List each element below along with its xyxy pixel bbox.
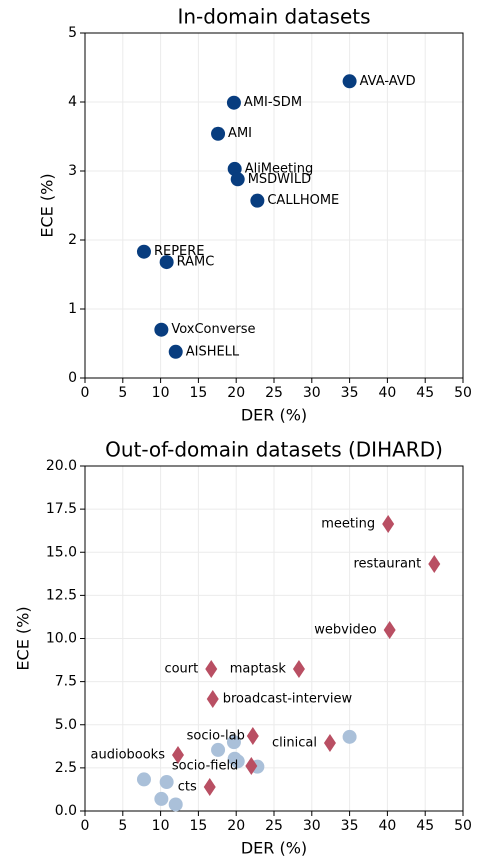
point	[230, 754, 245, 769]
point	[168, 797, 183, 812]
y-tick-label: 5	[68, 25, 77, 41]
point-label: AVA-AVD	[360, 74, 416, 89]
x-axis-label: DER (%)	[241, 406, 307, 425]
point-label: RAMC	[177, 255, 215, 270]
point-label: CALLHOME	[267, 193, 339, 208]
point-label: restaurant	[353, 556, 421, 571]
diamond-point	[206, 690, 219, 709]
y-tick-label: 2	[68, 232, 77, 248]
diamond-point	[205, 660, 218, 679]
x-tick-label: 40	[378, 818, 396, 834]
x-tick-label: 10	[152, 818, 170, 834]
diamond-point	[323, 734, 336, 753]
diamond-point	[246, 726, 259, 745]
x-tick-label: 40	[378, 385, 396, 401]
point	[226, 735, 241, 750]
x-tick-label: 45	[416, 818, 434, 834]
y-tick-label: 2.5	[55, 760, 77, 776]
y-tick-label: 7.5	[55, 674, 77, 690]
x-tick-label: 0	[81, 818, 90, 834]
chart-title: In-domain datasets	[177, 5, 370, 29]
point-label: clinical	[272, 736, 317, 751]
diamond-point	[292, 660, 305, 679]
x-tick-label: 10	[152, 385, 170, 401]
point	[159, 775, 174, 790]
diamond-point	[382, 514, 395, 533]
y-tick-label: 20.0	[46, 458, 77, 474]
x-tick-label: 50	[454, 385, 472, 401]
y-axis-label: ECE (%)	[14, 606, 33, 670]
y-tick-label: 3	[68, 163, 77, 179]
diamond-point	[171, 745, 184, 764]
y-tick-label: 10.0	[46, 631, 77, 647]
x-tick-label: 35	[341, 818, 359, 834]
diamond-point	[428, 554, 441, 573]
y-tick-label: 5.0	[55, 717, 77, 733]
point	[342, 74, 357, 89]
x-tick-label: 15	[189, 818, 207, 834]
y-tick-label: 0	[68, 370, 77, 386]
point-label: VoxConverse	[171, 322, 255, 337]
x-tick-label: 5	[118, 818, 127, 834]
point	[136, 772, 151, 787]
x-tick-label: 30	[303, 385, 321, 401]
y-tick-label: 4	[68, 94, 77, 110]
point-label: AliMeeting	[245, 161, 314, 176]
x-tick-label: 20	[227, 818, 245, 834]
point	[154, 322, 169, 337]
x-tick-label: 45	[416, 385, 434, 401]
point-label: AMI	[228, 126, 252, 141]
y-tick-label: 1	[68, 301, 77, 317]
x-tick-label: 50	[454, 818, 472, 834]
point-label: webvideo	[314, 623, 376, 638]
point	[230, 172, 245, 187]
chart-title: Out-of-domain datasets (DIHARD)	[105, 438, 443, 462]
point-label: socio-lab	[187, 728, 245, 743]
point-label: maptask	[230, 662, 287, 677]
x-tick-label: 5	[118, 385, 127, 401]
point-label: MSDWILD	[248, 172, 311, 187]
point	[342, 729, 357, 744]
point-label: court	[164, 662, 198, 677]
point-label: audiobooks	[91, 747, 166, 762]
point-label: meeting	[321, 516, 375, 531]
y-tick-label: 17.5	[46, 501, 77, 517]
point-label: broadcast-interview	[223, 692, 353, 707]
point-label: AISHELL	[186, 344, 240, 359]
diamond-point	[245, 756, 258, 775]
point	[168, 344, 183, 359]
point-label: socio-field	[172, 758, 238, 773]
point	[211, 742, 226, 757]
x-tick-label: 20	[227, 385, 245, 401]
x-tick-label: 15	[189, 385, 207, 401]
x-axis-label: DER (%)	[241, 839, 307, 858]
plot-frame	[84, 465, 464, 812]
y-tick-label: 15.0	[46, 544, 77, 560]
point-label: cts	[178, 780, 197, 795]
point	[154, 791, 169, 806]
x-tick-label: 35	[341, 385, 359, 401]
x-tick-label: 30	[303, 818, 321, 834]
point	[159, 255, 174, 270]
point	[250, 193, 265, 208]
y-tick-label: 12.5	[46, 587, 77, 603]
x-tick-label: 25	[265, 818, 283, 834]
point	[136, 244, 151, 259]
point	[226, 95, 241, 110]
x-tick-label: 25	[265, 385, 283, 401]
plot-frame	[84, 32, 464, 379]
point-label: AMI-SDM	[244, 95, 302, 110]
x-tick-label: 0	[81, 385, 90, 401]
diamond-point	[383, 621, 396, 640]
point	[211, 126, 226, 141]
y-tick-label: 0.0	[55, 803, 77, 819]
y-axis-label: ECE (%)	[38, 173, 57, 237]
diamond-point	[203, 778, 216, 797]
